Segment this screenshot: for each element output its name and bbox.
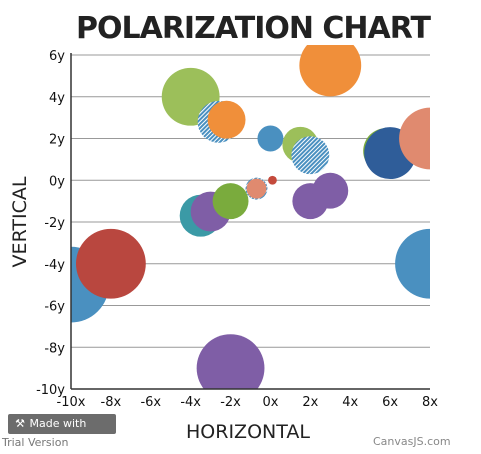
bubble-point[interactable] (395, 228, 465, 299)
gifox-badge[interactable]: ⚒ Made with Gifox (8, 414, 116, 450)
x-tick-label: -8x (101, 395, 122, 410)
bubble-point[interactable] (268, 175, 277, 185)
x-tick-label: -6x (140, 395, 161, 410)
canvasjs-credit[interactable]: CanvasJS.com (373, 435, 451, 448)
badge-prefix: Made with (29, 417, 87, 430)
bubble-point[interactable] (257, 125, 284, 152)
y-tick-label: -2y (44, 216, 65, 231)
y-axis-title: VERTICAL (9, 176, 31, 267)
y-tick-label: 2y (49, 133, 65, 148)
bubble-point[interactable] (399, 107, 461, 170)
y-tick-labels: 6y 4y 2y 0y -2y -4y -6y -8y -10y (36, 49, 65, 398)
chart-title: POLARIZATION CHART (76, 11, 432, 46)
y-tick-label: 4y (49, 91, 65, 106)
bubble-point[interactable] (291, 136, 330, 175)
bubble-point[interactable] (196, 334, 265, 402)
bubble-point[interactable] (212, 183, 249, 220)
y-tick-label: -6y (44, 300, 65, 315)
bubbles (71, 35, 465, 402)
x-tick-label: -2x (220, 395, 241, 410)
y-tick-label: 0y (49, 174, 65, 189)
trial-version-label: Trial Version (2, 436, 69, 449)
x-tick-label: -4x (180, 395, 201, 410)
bubble-point[interactable] (246, 178, 267, 199)
bubble-point[interactable] (312, 172, 349, 209)
y-tick-label: 6y (49, 49, 65, 64)
bubble-point[interactable] (75, 228, 146, 299)
y-tick-label: -10y (36, 383, 65, 398)
x-tick-label: 8x (422, 395, 438, 410)
x-tick-labels: -10x -8x -6x -4x -2x 0x 2x 4x 6x 8x (57, 395, 439, 410)
bubble-point[interactable] (299, 35, 362, 97)
x-axis-title: HORIZONTAL (186, 421, 310, 443)
y-tick-label: -8y (44, 341, 65, 356)
x-tick-label: -10x (57, 395, 86, 410)
x-tick-label: 0x (262, 395, 278, 410)
grid-lines (71, 54, 430, 390)
x-tick-label: 6x (382, 395, 398, 410)
bubble-point[interactable] (207, 100, 246, 139)
x-tick-label: 2x (302, 395, 318, 410)
gifox-icon: ⚒ (15, 417, 25, 430)
axes (70, 53, 430, 390)
y-tick-label: -4y (44, 258, 65, 273)
x-tick-label: 4x (342, 395, 358, 410)
